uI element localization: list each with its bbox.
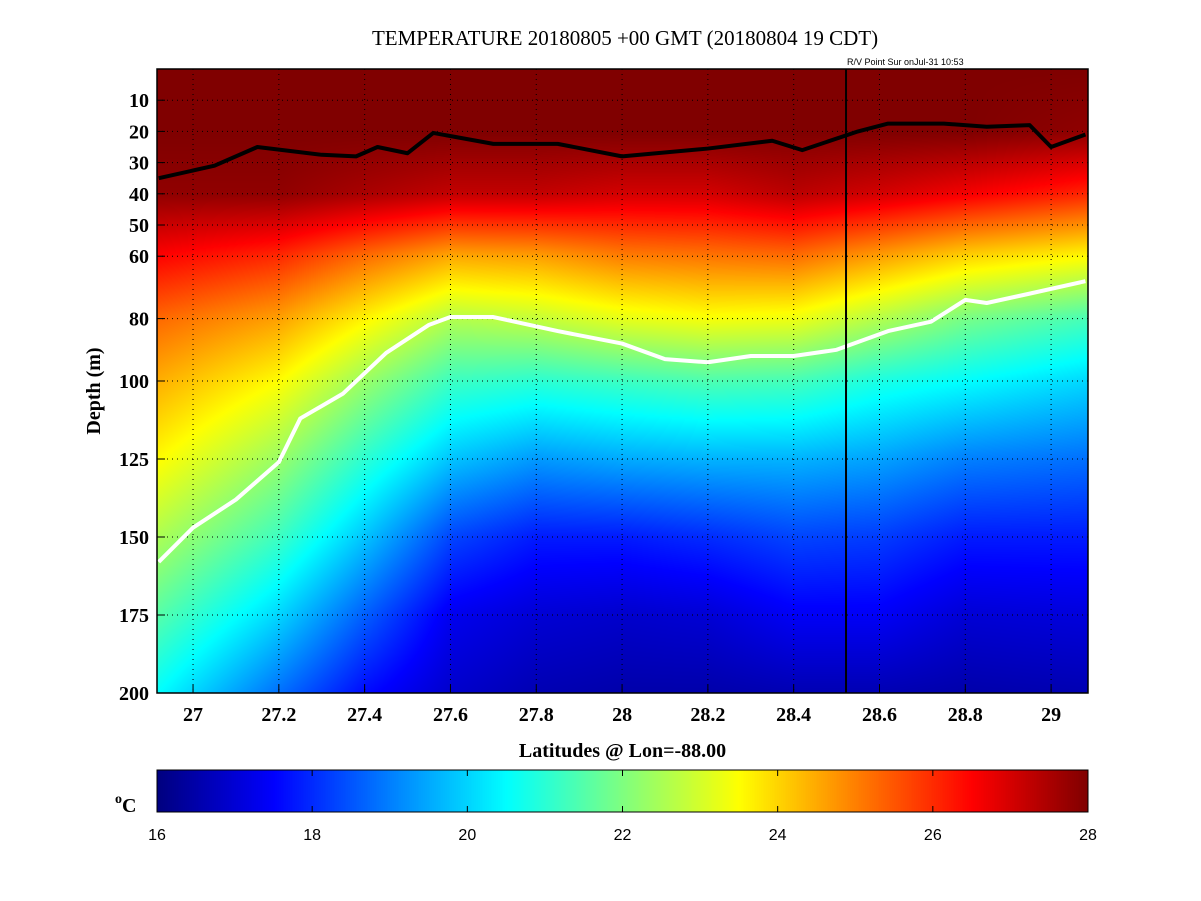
colorbar-tick-label: 16: [148, 827, 166, 844]
upper-contour-line: [158, 121, 1087, 181]
lower-contour-line: [157, 279, 1086, 564]
x-tick-label: 28.4: [776, 704, 811, 726]
colorbar: [157, 770, 1088, 812]
y-tick-label: 10: [129, 90, 149, 112]
cruise-annotation: R/V Point Sur onJul-31 10:53: [847, 57, 964, 67]
y-tick-label: 100: [119, 371, 149, 393]
x-tick-label: 27.6: [433, 704, 468, 726]
y-tick-label: 125: [119, 449, 149, 471]
y-tick-label: 40: [129, 184, 149, 206]
colorbar-tick-label: 20: [458, 827, 476, 844]
y-tick-label: 20: [129, 121, 149, 143]
x-tick-label: 28: [612, 704, 632, 726]
x-tick-label: 27.2: [261, 704, 296, 726]
y-tick-label: 80: [129, 309, 149, 331]
x-tick-label: 27.4: [347, 704, 382, 726]
colorbar-unit-label: oC: [115, 792, 136, 817]
x-tick-label: 28.2: [690, 704, 725, 726]
x-tick-label: 27: [183, 704, 203, 726]
chart-title: TEMPERATURE 20180805 +00 GMT (20180804 1…: [371, 26, 879, 50]
y-axis-label: Depth (m): [83, 347, 105, 434]
colorbar-tick-label: 28: [1079, 827, 1097, 844]
y-tick-label: 200: [119, 683, 149, 705]
colorbar-tick-label: 24: [769, 827, 787, 844]
colorbar-tick-label: 22: [614, 827, 632, 844]
x-tick-label: 29: [1041, 704, 1061, 726]
colorbar-tick-label: 18: [303, 827, 321, 844]
y-tick-label: 175: [119, 605, 149, 627]
colorbar-tick-label: 26: [924, 827, 942, 844]
x-tick-label: 28.6: [862, 704, 897, 726]
y-tick-label: 50: [129, 215, 149, 237]
y-tick-label: 150: [119, 527, 149, 549]
y-tick-label: 60: [129, 246, 149, 268]
y-tick-label: 30: [129, 153, 149, 175]
colorbar-frame: [156, 769, 1089, 813]
x-tick-label: 28.8: [948, 704, 983, 726]
x-axis-label: Latitudes @ Lon=-88.00: [519, 740, 726, 762]
plot-frame: [156, 68, 1089, 694]
x-tick-label: 27.8: [519, 704, 554, 726]
